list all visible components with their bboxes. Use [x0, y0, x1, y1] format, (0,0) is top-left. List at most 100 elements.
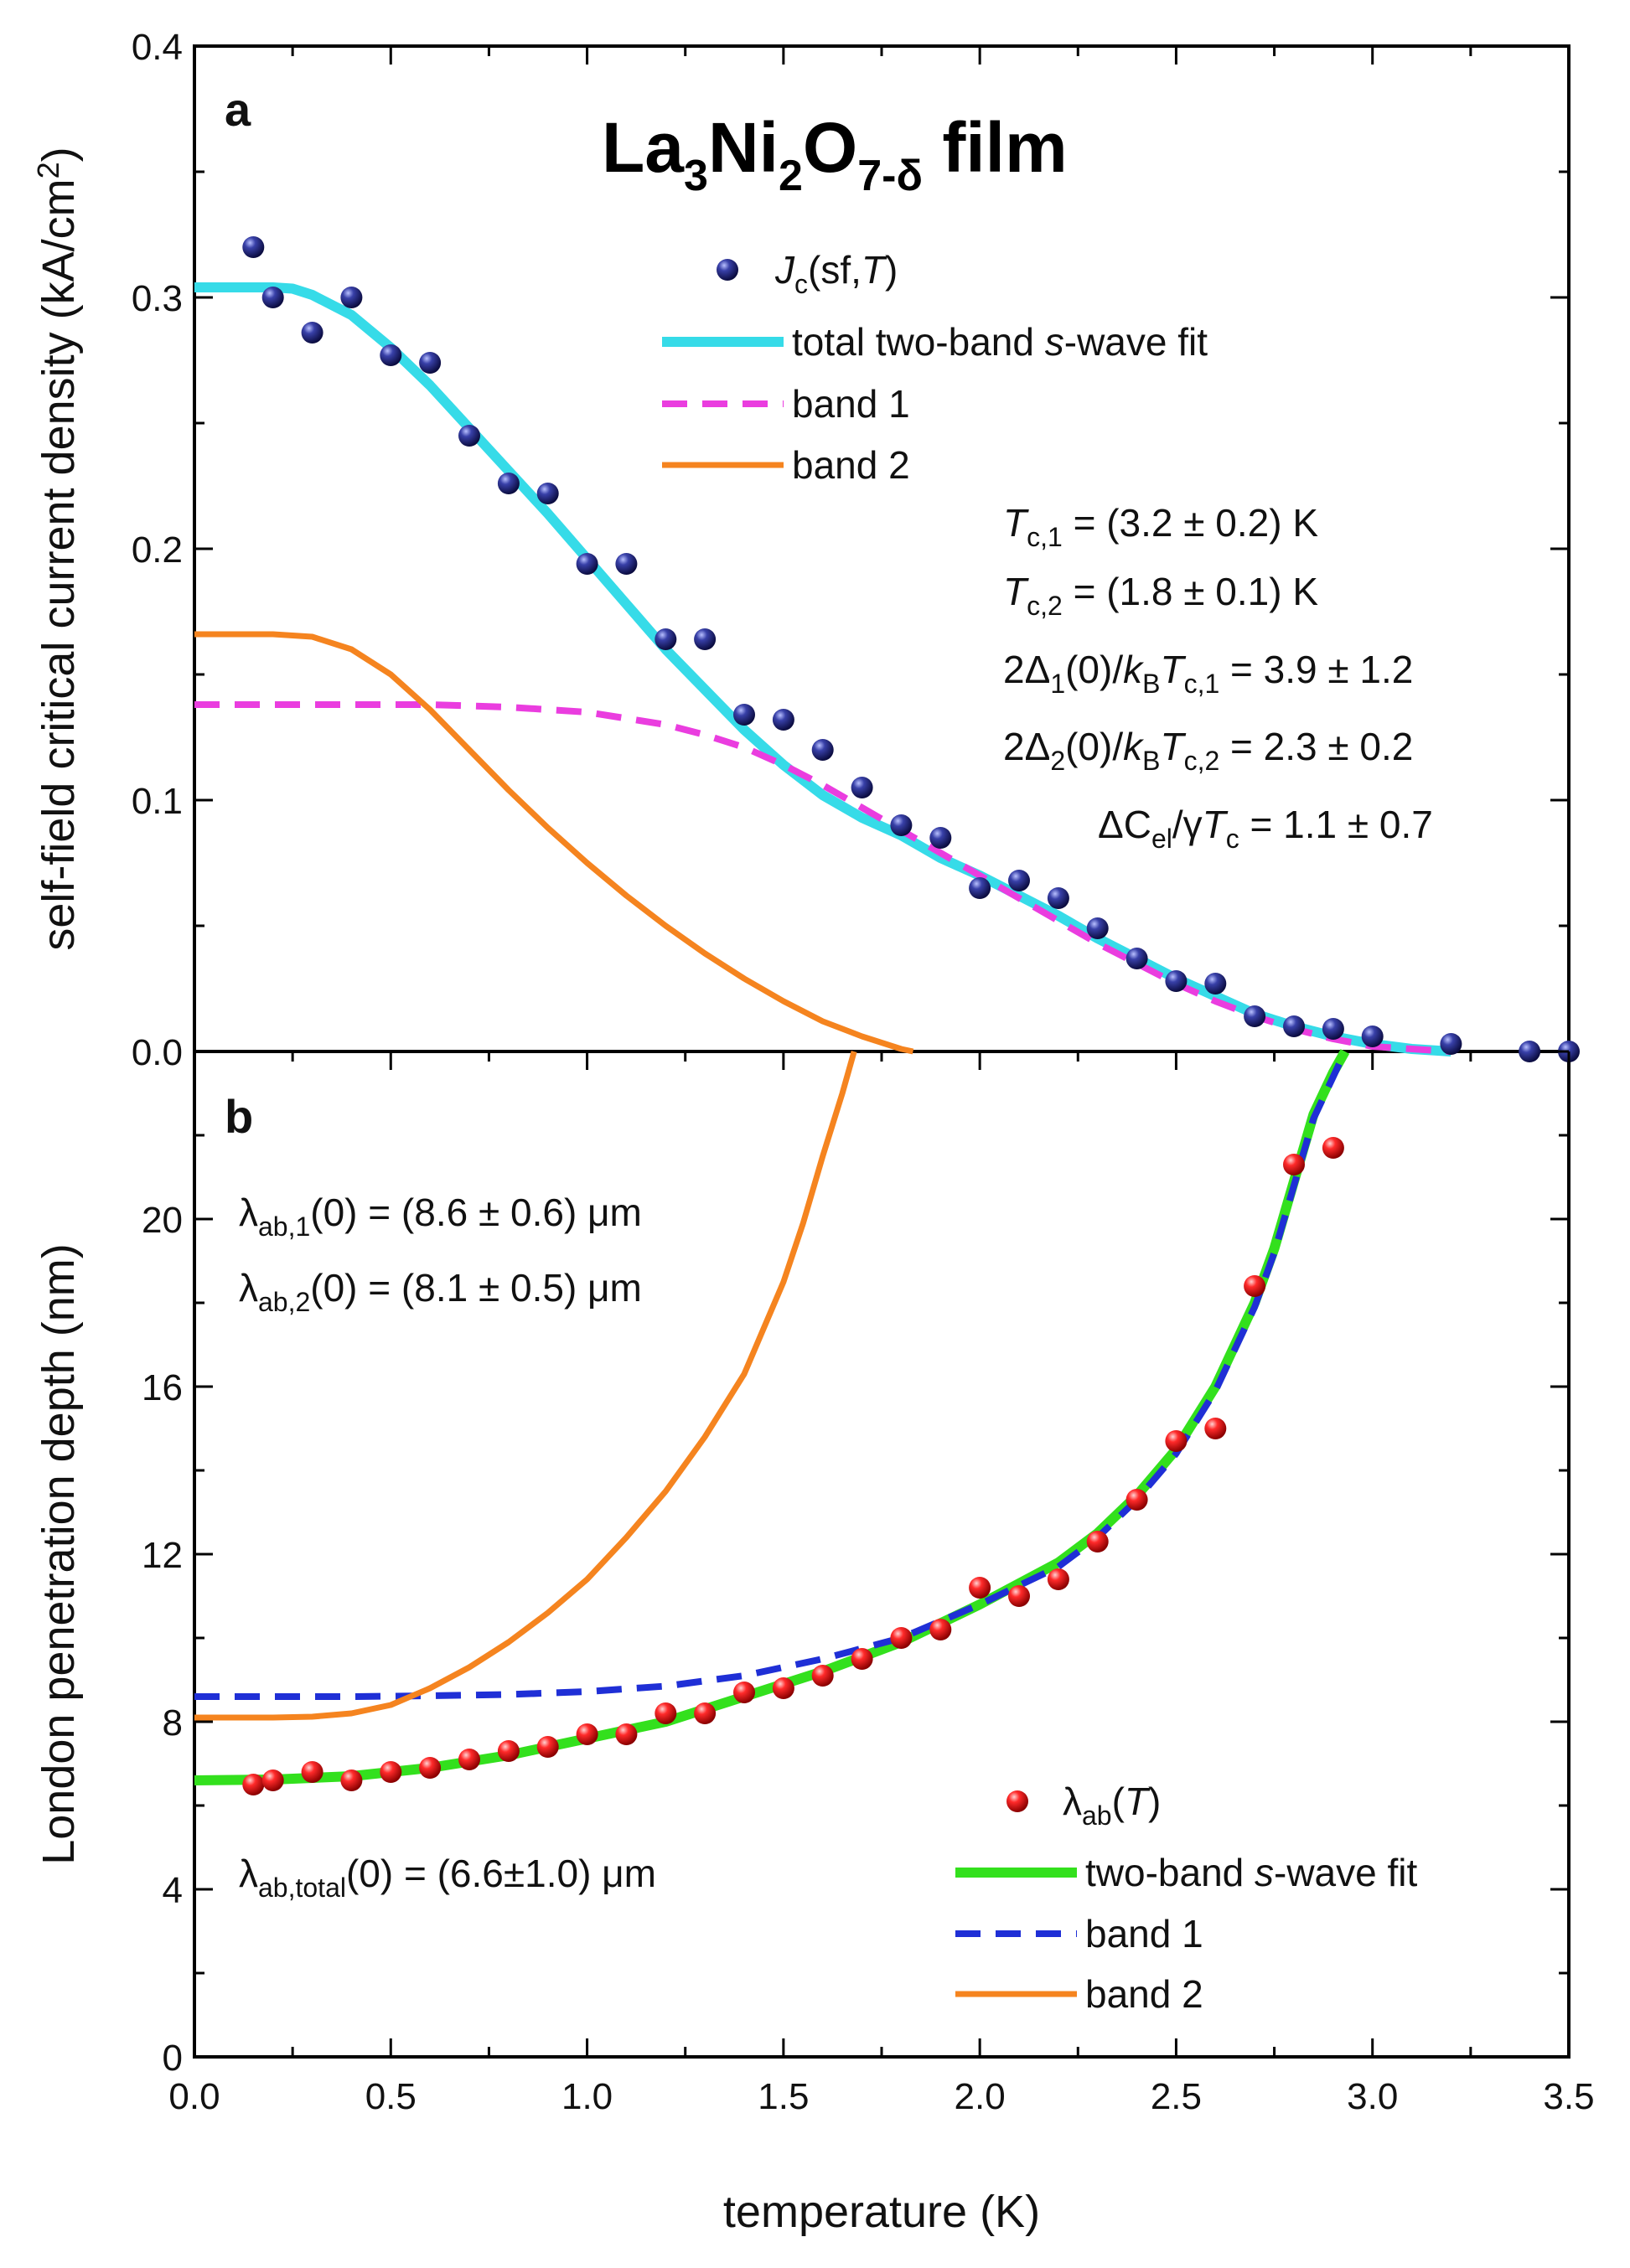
- panel-b-data-point: [1086, 1531, 1109, 1552]
- x-tick-label: 2.0: [955, 2076, 1006, 2117]
- x-tick-label: 1.5: [758, 2076, 809, 2117]
- panel-b-data-point: [1204, 1418, 1227, 1439]
- panel-b-curves: [194, 1049, 1350, 1785]
- panel-b-points: [242, 1137, 1344, 1795]
- panel-a-y-tick-label: 0.1: [132, 781, 183, 822]
- panel-b-data-point: [733, 1682, 755, 1703]
- x-tick-label: 3.5: [1543, 2076, 1594, 2117]
- panel-a-data-point: [380, 344, 402, 366]
- legend-b-fit-label: two-band s-wave fit: [1085, 1851, 1418, 1894]
- panel-b-legend: λab(T) two-band s-wave fit band 1 band 2: [955, 1780, 1418, 2016]
- panel-a-annotations: Tc,1 = (3.2 ± 0.2) K Tc,2 = (1.8 ± 0.1) …: [1003, 501, 1433, 854]
- panel-b-data-point: [1322, 1137, 1344, 1159]
- panel-a-data-point: [969, 877, 991, 899]
- panel-a-data-point: [1440, 1033, 1462, 1055]
- panel-a-data-point: [1519, 1041, 1541, 1062]
- annotation-tc1: Tc,1 = (3.2 ± 0.2) K: [1003, 501, 1318, 552]
- panel-b-data-point: [1008, 1585, 1030, 1607]
- panel-a-series-2: [194, 701, 1451, 1055]
- legend-b-band2-label: band 2: [1085, 1972, 1203, 2016]
- panel-b-data-point: [242, 1774, 265, 1795]
- panel-a-data-point: [694, 628, 717, 650]
- x-tick-label: 1.0: [561, 2076, 613, 2117]
- panel-a-data-point: [1244, 1005, 1266, 1027]
- panel-b-data-point: [536, 1736, 559, 1758]
- panel-a-data-point: [261, 287, 284, 308]
- panel-a-data-point: [419, 352, 442, 374]
- legend-a-fit-label: total two-band s-wave fit: [792, 320, 1208, 364]
- panel-a-data-point: [1361, 1026, 1384, 1047]
- panel-a-data-point: [1125, 948, 1148, 969]
- panel-b-y-tick-label: 0: [163, 2038, 183, 2079]
- chart-title: La3Ni2O7-δ film: [602, 108, 1068, 200]
- panel-b-letter: b: [225, 1090, 253, 1143]
- panel-b-data-point: [655, 1702, 677, 1724]
- legend-a-points-label: Jc(sf,T): [774, 248, 898, 299]
- panel-b-data-point: [890, 1627, 913, 1649]
- panel-b-data-point: [694, 1702, 717, 1724]
- annotation-lambda1: λab,1(0) = (8.6 ± 0.6) μm: [239, 1191, 642, 1242]
- panel-b-data-point: [851, 1648, 873, 1670]
- panel-a-data-point: [536, 483, 559, 504]
- panel-b-data-point: [615, 1723, 638, 1745]
- panel-b-y-axis-title: London penetration depth (nm): [34, 1243, 84, 1865]
- panel-a-data-point: [1204, 973, 1227, 995]
- panel-a-data-point: [242, 236, 265, 258]
- legend-a-band1-label: band 1: [792, 382, 910, 426]
- panel-a-data-point: [1165, 970, 1188, 992]
- panel-b-data-point: [772, 1677, 794, 1699]
- panel-b-data-point: [497, 1740, 520, 1762]
- panel-b-data-point: [1047, 1568, 1069, 1590]
- panel-a-letter: a: [225, 83, 251, 136]
- annotation-heat: ΔCel/γTc = 1.1 ± 0.7: [1098, 803, 1433, 854]
- annotation-lambda-total: λab,total(0) = (6.6±1.0) μm: [239, 1852, 656, 1903]
- panel-b-y-tick-label: 12: [142, 1535, 183, 1576]
- annotation-gap1: 2Δ1(0)/kBTc,1 = 3.9 ± 1.2: [1003, 648, 1413, 699]
- panel-b-data-point: [929, 1619, 952, 1640]
- panel-b-y-tick-label: 20: [142, 1200, 183, 1241]
- panel-a-y-tick-label: 0.0: [132, 1032, 183, 1073]
- panel-a-data-point: [1283, 1015, 1305, 1037]
- panel-b-data-point: [576, 1723, 598, 1745]
- panel-a-data-point: [576, 553, 598, 575]
- panel-a-data-point: [497, 473, 520, 494]
- panel-a-y-tick-label: 0.2: [132, 530, 183, 571]
- legend-b-band1-label: band 1: [1085, 1912, 1203, 1955]
- legend-a-point-marker: [717, 259, 738, 281]
- panel-a-data-point: [655, 628, 677, 650]
- panel-a-data-point: [615, 553, 638, 575]
- annotation-tc2: Tc,2 = (1.8 ± 0.1) K: [1003, 570, 1318, 621]
- x-axis-title: temperature (K): [723, 2187, 1040, 2237]
- panel-b-y-tick-label: 16: [142, 1367, 183, 1408]
- panel-a-series-3: [194, 631, 914, 1055]
- panel-b-data-point: [419, 1757, 442, 1779]
- panel-a-data-point: [1047, 887, 1069, 909]
- panel-a-data-point: [301, 322, 323, 344]
- panel-b-data-point: [458, 1749, 480, 1770]
- x-tick-label: 0.5: [365, 2076, 417, 2117]
- panel-b-y-tick-label: 4: [163, 1870, 183, 1911]
- panel-b-series-3: [194, 1051, 857, 1721]
- panel-a-data-point: [851, 777, 873, 798]
- legend-a-band2-label: band 2: [792, 443, 910, 487]
- panel-b-data-point: [1244, 1275, 1266, 1297]
- panel-a-data-point: [1322, 1018, 1344, 1040]
- panel-b-data-point: [811, 1665, 834, 1687]
- panel-a-points: [242, 236, 1580, 1062]
- panel-b-y-tick-label: 8: [163, 1702, 183, 1744]
- panel-a-data-point: [733, 704, 755, 726]
- legend-b-point-marker: [1006, 1790, 1028, 1812]
- panel-a-data-point: [811, 739, 834, 761]
- panel-b-data-point: [261, 1769, 284, 1791]
- panel-b-data-point: [340, 1769, 363, 1791]
- axis-ticks: 0.0 0.5 1.0 1.5 2.0 2.5 3.0 3.5 0.0 0.1 0.2 0.3 0.4 0…: [132, 27, 1595, 2117]
- panel-b-data-point: [1283, 1154, 1305, 1175]
- x-tick-label: 0.0: [168, 2076, 220, 2117]
- panel-b-data-point: [969, 1577, 991, 1599]
- panel-a-data-point: [890, 814, 913, 836]
- panel-a-data-point: [772, 709, 794, 731]
- panel-a-legend: Jc(sf,T) total two-band s-wave fit band …: [662, 248, 1208, 487]
- panel-b-annotations: λab,1(0) = (8.6 ± 0.6) μm λab,2(0) = (8.…: [239, 1191, 656, 1903]
- panel-a-data-point: [458, 425, 480, 447]
